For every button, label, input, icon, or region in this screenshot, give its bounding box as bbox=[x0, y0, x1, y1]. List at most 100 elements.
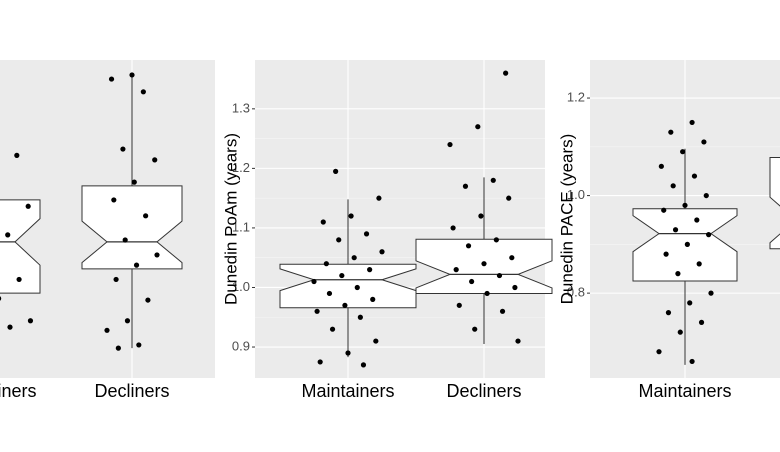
data-point bbox=[379, 249, 385, 255]
x-tick-label: Maintainers bbox=[0, 381, 37, 401]
data-point bbox=[696, 261, 702, 267]
data-point bbox=[336, 237, 342, 243]
data-point bbox=[469, 278, 475, 285]
data-point bbox=[363, 231, 370, 237]
data-point bbox=[698, 319, 705, 325]
box bbox=[415, 238, 553, 294]
data-point bbox=[351, 255, 357, 261]
data-point bbox=[333, 168, 339, 174]
y-axis-title: Dunedin PACE (years) bbox=[557, 134, 576, 305]
data-point bbox=[484, 290, 490, 297]
data-point bbox=[509, 255, 515, 261]
data-point bbox=[684, 241, 690, 247]
data-point bbox=[348, 213, 354, 219]
data-point bbox=[360, 362, 367, 368]
data-point bbox=[499, 308, 506, 314]
data-point bbox=[515, 338, 521, 344]
data-point bbox=[370, 296, 376, 302]
data-point bbox=[493, 237, 499, 243]
y-tick-label: 0.8 bbox=[567, 285, 585, 300]
plot-background bbox=[255, 60, 545, 378]
data-point bbox=[5, 232, 11, 238]
data-point bbox=[145, 297, 151, 303]
data-point bbox=[472, 326, 478, 332]
data-point bbox=[677, 329, 683, 335]
data-point bbox=[453, 267, 459, 273]
data-point bbox=[506, 195, 512, 201]
panel: 0.8 1.0 1.2 Dunedin PACE (years) Maintainers… bbox=[557, 60, 780, 401]
data-point bbox=[475, 124, 481, 130]
data-point bbox=[329, 326, 336, 332]
data-point bbox=[456, 302, 462, 308]
data-point bbox=[703, 192, 709, 199]
data-point bbox=[465, 243, 472, 249]
data-point bbox=[689, 358, 695, 365]
data-point bbox=[672, 227, 679, 233]
data-point bbox=[25, 203, 31, 209]
data-point bbox=[701, 139, 707, 145]
data-point bbox=[656, 349, 662, 355]
data-point bbox=[689, 119, 695, 126]
data-point bbox=[357, 314, 363, 320]
data-point bbox=[450, 225, 456, 231]
y-tick-label: 1.2 bbox=[567, 89, 585, 104]
data-point bbox=[496, 272, 503, 279]
data-point bbox=[113, 276, 119, 283]
panel: Maintainers Decliners bbox=[0, 60, 215, 401]
data-point bbox=[311, 278, 317, 285]
x-tick-label: Decliners bbox=[94, 381, 169, 401]
y-tick-label: 1.2 bbox=[232, 160, 250, 175]
data-point bbox=[682, 202, 688, 208]
data-point bbox=[691, 173, 698, 179]
data-point bbox=[323, 261, 329, 267]
data-point bbox=[16, 276, 22, 283]
data-point bbox=[490, 177, 496, 183]
data-point bbox=[687, 300, 693, 306]
data-point bbox=[367, 267, 373, 273]
data-point bbox=[354, 284, 360, 291]
data-point bbox=[663, 251, 669, 257]
data-point bbox=[27, 318, 34, 324]
data-point bbox=[503, 70, 509, 76]
y-tick-label: 1.1 bbox=[232, 219, 250, 234]
data-point bbox=[124, 318, 131, 324]
data-point bbox=[462, 183, 469, 189]
data-point bbox=[447, 141, 453, 148]
data-point bbox=[694, 217, 700, 223]
data-point bbox=[152, 157, 158, 163]
data-point bbox=[339, 272, 345, 279]
x-tick-label: Maintainers bbox=[301, 381, 394, 401]
data-point bbox=[675, 271, 681, 277]
data-point bbox=[481, 261, 487, 267]
data-point bbox=[706, 232, 712, 238]
x-tick-label: Maintainers bbox=[638, 381, 731, 401]
data-point bbox=[111, 197, 117, 203]
data-point bbox=[108, 76, 115, 82]
data-point bbox=[115, 345, 121, 351]
data-point bbox=[131, 179, 137, 185]
data-point bbox=[665, 310, 672, 316]
data-point bbox=[317, 359, 323, 365]
data-point bbox=[154, 252, 160, 258]
data-point bbox=[345, 350, 351, 356]
data-point bbox=[14, 152, 20, 158]
y-tick-label: 1.0 bbox=[232, 279, 250, 294]
box bbox=[81, 185, 183, 270]
data-point bbox=[670, 183, 676, 189]
data-point bbox=[140, 89, 146, 95]
data-point bbox=[120, 146, 126, 152]
panel: 0.9 1.0 1.1 1.2 1.3 Dunedin PoAm (years) Maint… bbox=[221, 60, 553, 401]
y-tick-label: 1.3 bbox=[232, 100, 250, 115]
data-point bbox=[376, 195, 382, 201]
box bbox=[279, 263, 417, 309]
y-tick-label: 1.0 bbox=[567, 187, 585, 202]
box bbox=[769, 157, 780, 250]
data-point bbox=[122, 237, 128, 243]
y-tick-label: 0.9 bbox=[232, 338, 250, 353]
data-point bbox=[133, 262, 140, 268]
data-point bbox=[136, 342, 142, 348]
data-point bbox=[708, 290, 714, 296]
data-point bbox=[680, 149, 686, 155]
data-point bbox=[478, 213, 484, 219]
data-point bbox=[373, 338, 379, 344]
